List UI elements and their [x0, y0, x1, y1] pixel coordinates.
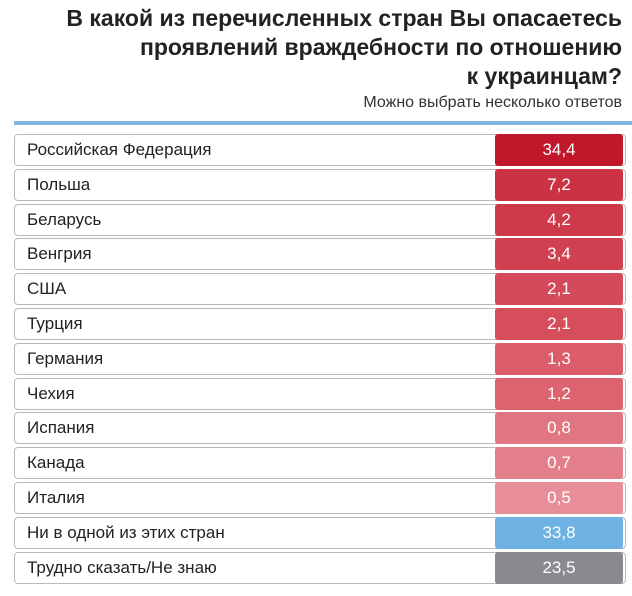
- row-value: 2,1: [495, 273, 623, 306]
- table-row: Польша 7,2: [14, 168, 626, 201]
- row-value: 34,4: [495, 134, 623, 166]
- row-value: 4,2: [495, 203, 623, 236]
- title-line: к украинцам?: [466, 63, 622, 89]
- title-line: проявлений враждебности по отношению: [139, 34, 622, 60]
- row-value: 2,1: [495, 307, 623, 340]
- row-label: Испания: [27, 418, 95, 438]
- row-label: Турция: [27, 313, 83, 333]
- row-label: Беларусь: [27, 209, 102, 229]
- row-value: 23,5: [495, 551, 623, 584]
- table-row: Беларусь 4,2: [14, 203, 626, 236]
- row-label: США: [27, 279, 67, 299]
- table-row: США 2,1: [14, 273, 626, 306]
- row-label: Чехия: [27, 383, 75, 403]
- subtitle: Можно выбрать несколько ответов: [363, 94, 622, 111]
- table-row: Российская Федерация 34,4: [14, 134, 626, 166]
- title: В какой из перечисленных стран Вы опасае…: [66, 4, 622, 91]
- table-row: Венгрия 3,4: [14, 238, 626, 271]
- table-row: Германия 1,3: [14, 342, 626, 375]
- row-label: Италия: [27, 487, 85, 507]
- row-value: 7,2: [495, 168, 623, 201]
- row-label: Ни в одной из этих стран: [27, 522, 225, 542]
- row-label: Канада: [27, 453, 85, 473]
- title-line: В какой из перечисленных стран Вы опасае…: [66, 5, 622, 31]
- row-label: Венгрия: [27, 244, 92, 264]
- row-value: 33,8: [495, 516, 623, 549]
- table-row: Канада 0,7: [14, 447, 626, 480]
- table-row: Трудно сказать/Не знаю 23,5: [14, 551, 626, 584]
- divider: [14, 121, 632, 125]
- row-value: 1,2: [495, 377, 623, 410]
- row-label: Трудно сказать/Не знаю: [27, 557, 217, 577]
- table-row: Италия 0,5: [14, 481, 626, 514]
- row-value: 0,5: [495, 481, 623, 514]
- table-row: Испания 0,8: [14, 412, 626, 445]
- row-value: 0,8: [495, 412, 623, 445]
- row-value: 0,7: [495, 447, 623, 480]
- row-value: 1,3: [495, 342, 623, 375]
- row-label: Германия: [27, 348, 104, 368]
- table-row: Турция 2,1: [14, 307, 626, 340]
- table-row: Ни в одной из этих стран 33,8: [14, 516, 626, 549]
- row-label: Польша: [27, 174, 91, 194]
- table-row: Чехия 1,2: [14, 377, 626, 410]
- row-value: 3,4: [495, 238, 623, 271]
- row-label: Российская Федерация: [27, 140, 212, 159]
- table: Российская Федерация 34,4 Польша 7,2 Беларус…: [14, 134, 626, 586]
